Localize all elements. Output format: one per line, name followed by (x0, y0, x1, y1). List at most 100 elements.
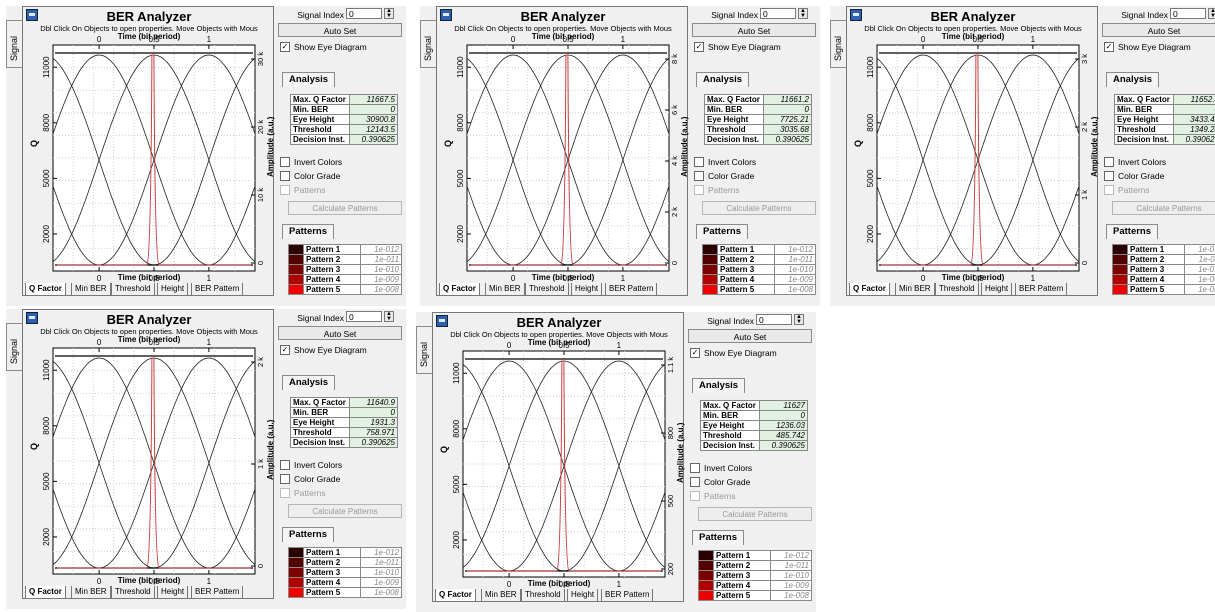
pattern-row[interactable]: Pattern 41e-009 (1113, 275, 1215, 285)
show-eye-diagram-checkbox[interactable]: ✓Show Eye Diagram (690, 347, 777, 359)
signal-side-tab[interactable]: Signal (830, 20, 847, 68)
plot-tab-height[interactable]: Height (571, 283, 602, 296)
signal-side-tab[interactable]: Signal (420, 20, 437, 68)
pattern-row[interactable]: Pattern 11e-012 (1113, 245, 1215, 255)
plot-tab-height[interactable]: Height (567, 589, 598, 602)
auto-set-button[interactable]: Auto Set (278, 326, 402, 340)
color-grade-checkbox[interactable]: Color Grade (690, 476, 750, 488)
plot-tab-q-factor[interactable]: Q Factor (439, 283, 480, 296)
plot-tab-ber-pattern[interactable]: BER Pattern (605, 283, 657, 296)
analysis-tab[interactable]: Analysis (282, 375, 335, 390)
signal-index-input[interactable]: 0 (346, 311, 382, 322)
show-eye-diagram-checkbox[interactable]: ✓Show Eye Diagram (280, 41, 367, 53)
patterns-tab[interactable]: Patterns (282, 224, 334, 239)
signal-index-spinner[interactable]: ▲▼ (1208, 8, 1215, 19)
color-grade-checkbox[interactable]: Color Grade (1104, 170, 1164, 182)
plot-tab-ber-pattern[interactable]: BER Pattern (191, 283, 243, 296)
signal-index-input[interactable]: 0 (346, 8, 382, 19)
plot-tab-ber-pattern[interactable]: BER Pattern (1015, 283, 1067, 296)
invert-colors-checkbox[interactable]: Invert Colors (690, 462, 752, 474)
patterns-tab[interactable]: Patterns (696, 224, 748, 239)
patterns-checkbox[interactable]: Patterns (280, 487, 326, 499)
invert-colors-checkbox[interactable]: Invert Colors (280, 459, 342, 471)
calculate-patterns-button[interactable]: Calculate Patterns (288, 504, 402, 518)
color-grade-checkbox[interactable]: Color Grade (280, 473, 340, 485)
analysis-tab[interactable]: Analysis (696, 72, 749, 87)
signal-side-tab[interactable]: Signal (416, 326, 433, 374)
signal-index-input[interactable]: 0 (1170, 8, 1206, 19)
pattern-row[interactable]: Pattern 31e-010 (1113, 265, 1215, 275)
plot-tab-threshold[interactable]: Threshold (111, 283, 155, 296)
signal-index-input[interactable]: 0 (756, 314, 792, 325)
plot-tab-min-ber[interactable]: Min BER (895, 283, 935, 296)
plot-tab-min-ber[interactable]: Min BER (481, 589, 521, 602)
analysis-tab[interactable]: Analysis (1106, 72, 1159, 87)
patterns-checkbox[interactable]: Patterns (1104, 184, 1150, 196)
color-grade-checkbox[interactable]: Color Grade (280, 170, 340, 182)
plot-tab-min-ber[interactable]: Min BER (485, 283, 525, 296)
patterns-checkbox[interactable]: Patterns (690, 490, 736, 502)
calculate-patterns-button[interactable]: Calculate Patterns (1112, 201, 1215, 215)
plot-tab-q-factor[interactable]: Q Factor (25, 283, 66, 296)
signal-side-tab[interactable]: Signal (6, 323, 23, 371)
plot-tab-height[interactable]: Height (981, 283, 1012, 296)
plot-tab-min-ber[interactable]: Min BER (71, 283, 111, 296)
analysis-tab[interactable]: Analysis (692, 378, 745, 393)
show-eye-diagram-checkbox[interactable]: ✓Show Eye Diagram (280, 344, 367, 356)
calculate-patterns-button[interactable]: Calculate Patterns (288, 201, 402, 215)
invert-colors-checkbox[interactable]: Invert Colors (1104, 156, 1166, 168)
patterns-tab[interactable]: Patterns (1106, 224, 1158, 239)
patterns-checkbox[interactable]: Patterns (280, 184, 326, 196)
plot-tab-threshold[interactable]: Threshold (935, 283, 979, 296)
color-grade-checkbox[interactable]: Color Grade (694, 170, 754, 182)
auto-set-button[interactable]: Auto Set (1102, 23, 1215, 37)
auto-set-button[interactable]: Auto Set (278, 23, 402, 37)
signal-index-spinner[interactable]: ▲▼ (384, 8, 394, 19)
calculate-patterns-button[interactable]: Calculate Patterns (702, 201, 816, 215)
signal-index-spinner[interactable]: ▲▼ (794, 314, 804, 325)
plot-tab-min-ber[interactable]: Min BER (71, 586, 111, 599)
signal-index-spinner[interactable]: ▲▼ (798, 8, 808, 19)
plot-tab-threshold[interactable]: Threshold (525, 283, 569, 296)
invert-colors-checkbox[interactable]: Invert Colors (694, 156, 756, 168)
signal-index-input[interactable]: 0 (760, 8, 796, 19)
plot-tab-threshold[interactable]: Threshold (521, 589, 565, 602)
plot-tab-q-factor[interactable]: Q Factor (435, 589, 476, 602)
pattern-row[interactable]: Pattern 21e-011 (1113, 255, 1215, 265)
patterns-tab[interactable]: Patterns (692, 530, 744, 545)
patterns-tab[interactable]: Patterns (282, 527, 334, 542)
signal-index-spinner[interactable]: ▲▼ (384, 311, 394, 322)
analysis-tab[interactable]: Analysis (282, 72, 335, 87)
pattern-row[interactable]: Pattern 51e-008 (1113, 285, 1215, 295)
calculate-patterns-button[interactable]: Calculate Patterns (698, 507, 812, 521)
plot-tab-q-factor[interactable]: Q Factor (849, 283, 890, 296)
show-eye-diagram-checkbox[interactable]: ✓Show Eye Diagram (694, 41, 781, 53)
plot-tab-q-factor[interactable]: Q Factor (25, 586, 66, 599)
plot-tab-ber-pattern[interactable]: BER Pattern (601, 589, 653, 602)
signal-side-tab[interactable]: Signal (6, 20, 23, 68)
patterns-checkbox[interactable]: Patterns (694, 184, 740, 196)
auto-set-button[interactable]: Auto Set (692, 23, 816, 37)
